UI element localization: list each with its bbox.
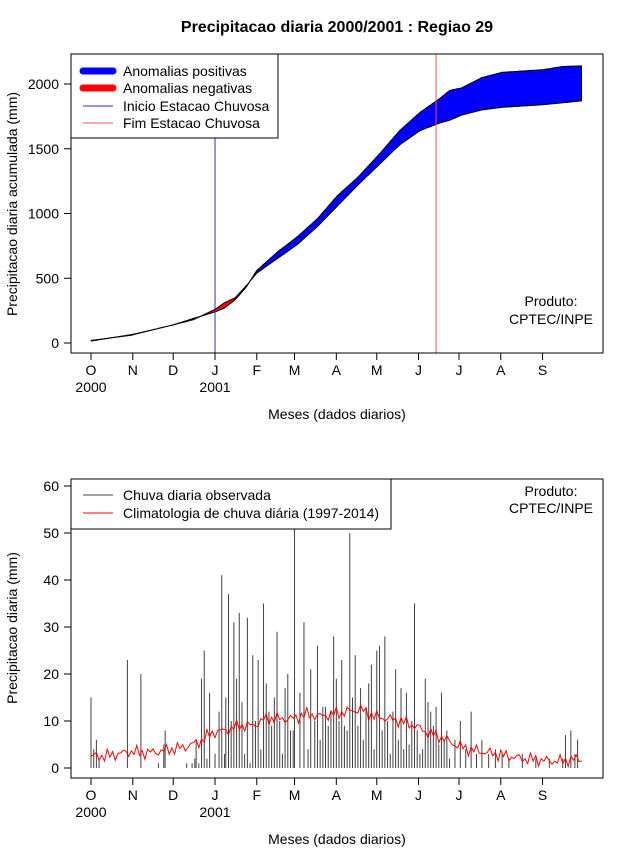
chart2-x-tick-label: M [371,787,383,803]
chart2-x-tick-label: S [538,787,547,803]
chart2-x-tick-label: M [289,787,301,803]
climatology-accumulated-line [90,100,582,341]
chart2-y-tick-label: 50 [43,525,59,541]
chart1-y-axis: 0 500 1000 1500 2000 [28,76,72,351]
chart1-x-tick-label: J [455,362,462,378]
chart1-annotation-line1: Produto: [525,293,578,309]
legend-label-climatology: Climatologia de chuva diária (1997-2014) [123,505,379,521]
chart1-x-tick-label: F [253,362,262,378]
chart1-x-axis: O N D J F M A M J J A S 2000 2001 [75,352,547,395]
chart1-year-label: 2001 [199,379,230,395]
chart2-x-tick-label: N [128,787,138,803]
chart2-x-tick-label: A [496,787,506,803]
chart2-y-tick-label: 20 [43,666,59,682]
chart2-y-tick-label: 60 [43,478,59,494]
chart2-y-tick-label: 10 [43,713,59,729]
chart1-y-tick-label: 1500 [28,141,59,157]
chart1-y-tick-label: 2000 [28,76,59,92]
chart2-x-tick-label: J [455,787,462,803]
legend-label-start: Inicio Estacao Chuvosa [123,98,270,114]
legend-label-negative: Anomalias negativas [123,80,252,96]
chart2-x-tick-label: F [253,787,262,803]
chart1-y-axis-label: Precipitacao diaria acumulada (mm) [4,92,20,316]
chart1-x-tick-label: A [496,362,506,378]
chart1-x-tick-label: D [168,362,178,378]
legend-label-positive: Anomalias positivas [123,63,247,79]
chart1-x-tick-label: J [415,362,422,378]
chart2-legend-box [70,478,392,530]
chart1-legend: Anomalias positivas Anomalias negativas … [70,53,279,139]
negative-anomaly-area [199,281,249,318]
chart2-x-tick-label: D [168,787,178,803]
chart2-y-axis: 0 10 20 30 40 50 60 [43,478,72,776]
chart2-legend: Chuva diaria observada Climatologia de c… [70,478,392,530]
chart1-annotation-line2: CPTEC/INPE [509,311,593,327]
chart2-annotation-line1: Produto: [525,483,578,499]
chart1-x-tick-label: J [212,362,219,378]
legend-label-observed: Chuva diaria observada [123,487,271,503]
chart2-year-label: 2000 [75,804,106,820]
chart2-year-label: 2001 [199,804,230,820]
chart1-x-tick-label: O [86,362,97,378]
climatology-daily-line [90,703,582,769]
chart1-y-tick-label: 500 [36,270,60,286]
chart2-y-axis-label: Precipitacao diaria (mm) [4,552,20,704]
chart1-x-tick-label: M [289,362,301,378]
chart2-y-tick-label: 40 [43,572,59,588]
chart2-x-axis: O N D J F M A M J J A S 2000 2001 [75,777,547,820]
chart1-x-tick-label: M [371,362,383,378]
chart2-x-tick-label: O [86,787,97,803]
chart1-title: Precipitacao diaria 2000/2001 : Regiao 2… [181,19,493,36]
chart2-x-tick-label: J [212,787,219,803]
chart1-x-tick-label: N [128,362,138,378]
chart1-y-tick-label: 0 [51,335,59,351]
chart1-x-tick-label: A [332,362,342,378]
chart2-x-axis-label: Meses (dados diarios) [268,831,406,847]
chart2-x-tick-label: A [332,787,342,803]
chart1-y-tick-label: 1000 [28,206,59,222]
chart1-x-axis-label: Meses (dados diarios) [268,406,406,422]
chart2-y-tick-label: 30 [43,619,59,635]
chart2-annotation-line2: CPTEC/INPE [509,500,593,516]
chart1-x-tick-label: S [538,362,547,378]
chart1-plot: 0 500 1000 1500 2000 O N D J F M A M J J A S 2000 2001 [28,53,604,395]
chart1-year-label: 2000 [75,379,106,395]
chart2-x-tick-label: J [415,787,422,803]
positive-anomaly-area [248,65,582,285]
chart2-y-tick-label: 0 [51,760,59,776]
legend-label-end: Fim Estacao Chuvosa [123,115,260,131]
